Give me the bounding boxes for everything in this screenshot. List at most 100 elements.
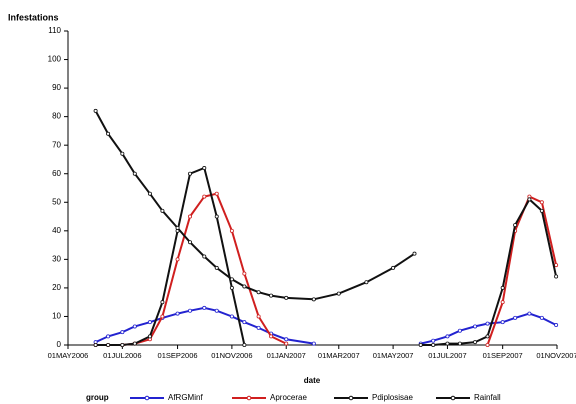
point-marker (147, 191, 152, 196)
point-marker (188, 240, 193, 245)
point-marker (485, 342, 490, 347)
point-marker (202, 254, 207, 259)
point-marker (214, 308, 219, 313)
y-tick-label: 20 (52, 283, 61, 292)
legend-label: Rainfall (474, 393, 501, 402)
point-marker (445, 334, 450, 339)
point-marker (160, 314, 165, 319)
point-marker (106, 131, 111, 136)
point-marker (457, 328, 462, 333)
point-marker (120, 342, 125, 347)
point-marker (256, 314, 261, 319)
point-marker (202, 194, 207, 199)
point-marker (311, 341, 316, 346)
y-tick-label: 60 (52, 169, 61, 178)
point-marker (256, 290, 261, 295)
point-marker (229, 314, 234, 319)
point-marker (485, 321, 490, 326)
legend-label: AfRGMinf (168, 393, 203, 402)
point-marker (147, 320, 152, 325)
y-tick-label: 10 (52, 312, 61, 321)
series-line (95, 166, 558, 346)
point-marker (412, 251, 417, 256)
point-marker (242, 320, 247, 325)
point-marker (132, 324, 137, 329)
point-marker (132, 171, 137, 176)
point-marker (188, 214, 193, 219)
legend-marker (144, 395, 150, 401)
legend-marker (348, 395, 354, 401)
point-marker (539, 200, 544, 205)
point-marker (93, 342, 98, 347)
point-marker (311, 297, 316, 302)
point-marker (120, 151, 125, 156)
y-tick-label: 70 (52, 140, 61, 149)
point-marker (457, 341, 462, 346)
legend-marker (246, 395, 252, 401)
point-marker (202, 305, 207, 310)
point-marker (500, 285, 505, 290)
y-tick-label: 30 (52, 254, 61, 263)
point-marker (554, 263, 559, 268)
point-marker (284, 341, 289, 346)
point-marker (242, 271, 247, 276)
legend-label: Aprocerae (270, 393, 307, 402)
point-marker (214, 214, 219, 219)
series-line (94, 110, 416, 301)
y-tick-label: 80 (52, 112, 61, 121)
point-marker (513, 315, 518, 320)
point-marker (527, 197, 532, 202)
x-axis-label: date (304, 376, 321, 385)
point-marker (284, 337, 289, 342)
point-marker (242, 342, 247, 347)
y-tick-label: 110 (48, 26, 61, 35)
point-marker (485, 334, 490, 339)
point-marker (269, 293, 274, 298)
x-tick-label: 01JAN2007 (267, 351, 306, 360)
point-marker (431, 338, 436, 343)
x-tick-label: 01MAR2007 (318, 351, 360, 360)
x-tick-label: 01SEP2006 (158, 351, 198, 360)
point-marker (256, 325, 261, 330)
x-tick-label: 01JUL2007 (428, 351, 466, 360)
point-marker (500, 300, 505, 305)
point-marker (106, 334, 111, 339)
point-marker (500, 320, 505, 325)
x-tick-label: 01MAY2006 (48, 351, 89, 360)
point-marker (269, 334, 274, 339)
x-tick-label: 01NOV2006 (211, 351, 252, 360)
y-axis-label: Infestations (8, 12, 59, 22)
point-marker (527, 311, 532, 316)
legend-label: Pdiplosisae (372, 393, 413, 402)
point-marker (431, 342, 436, 347)
y-tick-label: 90 (52, 83, 61, 92)
legend-marker (450, 395, 456, 401)
point-marker (214, 191, 219, 196)
point-marker (473, 340, 478, 345)
point-marker (175, 257, 180, 262)
point-marker (175, 225, 180, 230)
point-marker (242, 284, 247, 289)
point-marker (214, 265, 219, 270)
point-marker (539, 315, 544, 320)
point-marker (391, 265, 396, 270)
x-tick-label: 01SEP2007 (483, 351, 523, 360)
point-marker (513, 223, 518, 228)
point-marker (147, 334, 152, 339)
point-marker (336, 291, 341, 296)
point-marker (554, 274, 559, 279)
point-marker (160, 208, 165, 213)
point-marker (418, 342, 423, 347)
y-tick-label: 100 (48, 55, 62, 64)
y-tick-label: 40 (52, 226, 61, 235)
point-marker (175, 311, 180, 316)
point-marker (93, 108, 98, 113)
point-marker (445, 341, 450, 346)
x-tick-label: 01MAY2007 (373, 351, 414, 360)
legend-title: group (86, 393, 109, 402)
point-marker (364, 280, 369, 285)
point-marker (120, 330, 125, 335)
point-marker (160, 300, 165, 305)
point-marker (539, 208, 544, 213)
